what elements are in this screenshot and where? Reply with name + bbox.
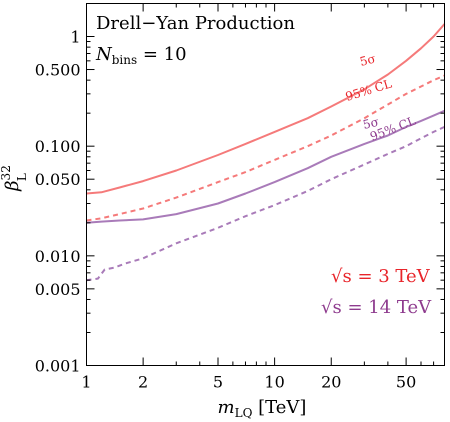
legend: √s = 3 TeV √s = 14 TeV: [321, 266, 432, 318]
ticks-layer: 1 2 5 10 20 50 0.001 0.005 0.010 0.050 0.100 0.500 1: [35, 3, 445, 392]
series-labels: 5σ 95% CL 5σ 95% CL: [344, 51, 418, 143]
x-tick-label: 2: [138, 373, 148, 392]
series-line-1: [86, 74, 445, 222]
series-line-3: [86, 125, 445, 282]
legend-label-14tev: √s = 14 TeV: [321, 297, 432, 318]
series-label-3tev-5sigma: 5σ: [358, 51, 377, 68]
y-tick-label: 0.500: [35, 61, 81, 80]
series-line-2: [86, 109, 445, 224]
y-tick-label: 0.001: [35, 357, 81, 376]
series-label-14tev-5sigma: 5σ: [362, 115, 381, 132]
bins-annotation: Nbins = 10: [95, 44, 187, 67]
x-tick-label: 10: [264, 373, 284, 392]
chart-title: Drell−Yan Production: [96, 13, 295, 34]
plot-frame: [86, 3, 445, 366]
series-line-0: [86, 23, 446, 195]
y-tick-label: 0.050: [35, 170, 81, 189]
x-axis-label: mLQ [TeV]: [218, 397, 307, 420]
y-tick-label: 0.010: [35, 247, 81, 266]
y-tick-label: 0.005: [35, 280, 81, 299]
x-tick-label: 20: [321, 373, 341, 392]
x-tick-label: 50: [396, 373, 416, 392]
x-tick-label: 5: [213, 373, 223, 392]
legend-entry-14tev: √s = 14 TeV: [321, 297, 432, 318]
x-tick-label: 1: [81, 373, 91, 392]
legend-entry-3tev: √s = 3 TeV: [331, 266, 431, 287]
y-tick-label: 0.100: [35, 137, 81, 156]
legend-label-3tev: √s = 3 TeV: [331, 266, 431, 287]
series-layer: [86, 23, 446, 282]
series-label-3tev-95cl: 95% CL: [344, 77, 394, 104]
y-tick-label: 1: [70, 28, 80, 47]
y-axis-label: β32 L: [0, 165, 29, 192]
